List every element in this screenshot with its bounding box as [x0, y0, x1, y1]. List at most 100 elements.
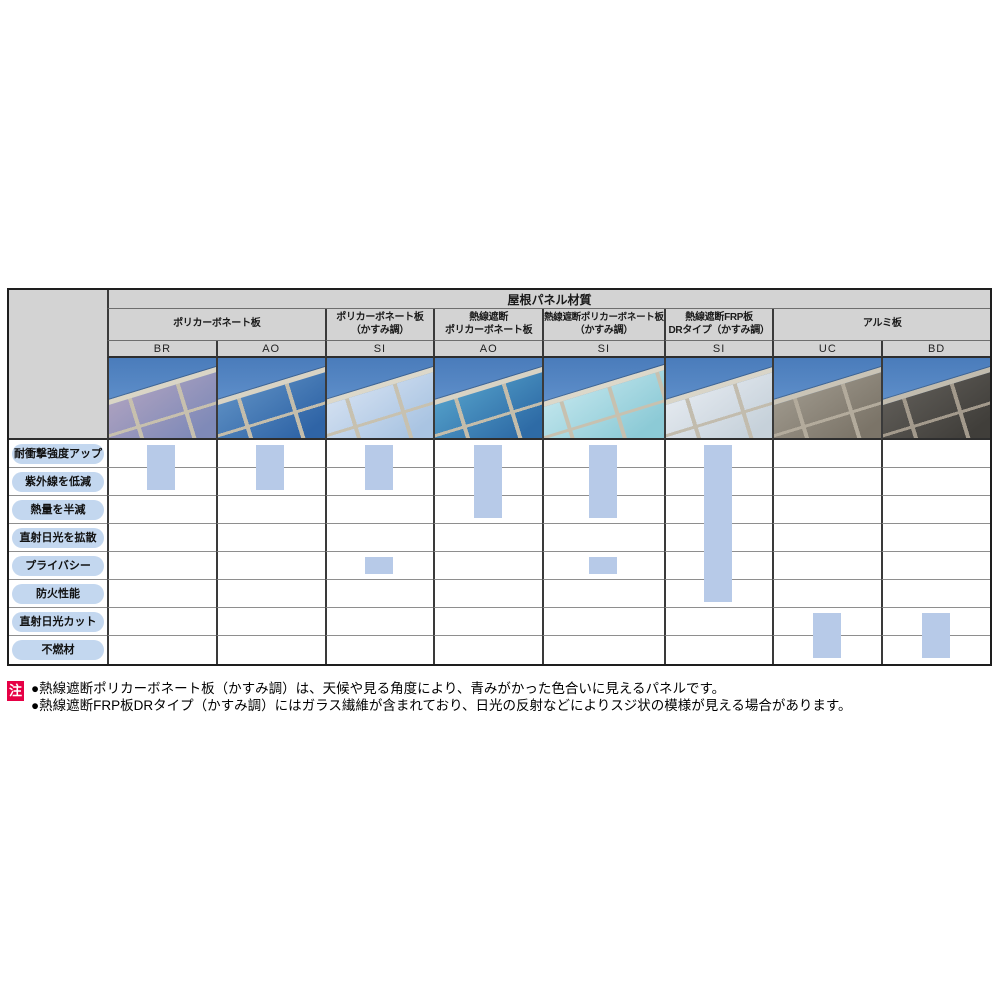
roof-panel-comparison-table: 屋根パネル材質 ポリカーボネート板 ポリカーボネート板 （かすみ調） 熱線遮断 … — [7, 288, 992, 666]
feature-cell — [881, 524, 990, 552]
feature-cell — [881, 496, 990, 524]
roof-photo-si-5 — [663, 358, 773, 440]
check-indicator — [588, 557, 617, 574]
roof-panel-graphic — [774, 358, 882, 438]
group-header-heatblock-polycarbonate: 熱線遮断 ポリカーボネート板 — [433, 309, 543, 341]
feature-cell — [433, 580, 543, 608]
check-indicator — [147, 445, 176, 490]
feature-cell — [107, 524, 216, 552]
feature-row-label: 耐衝撃強度アップ — [9, 440, 107, 468]
feature-cell — [772, 468, 882, 496]
feature-cell — [542, 524, 664, 552]
column-code-si-frp: SI — [663, 341, 773, 358]
roof-panel-graphic — [108, 358, 216, 438]
feature-row-label: 防火性能 — [9, 580, 107, 608]
check-indicator — [364, 445, 393, 490]
group-label-line: 熱線遮断 — [469, 312, 509, 323]
group-label-line: アルミ板 — [862, 318, 902, 330]
column-code-br: BR — [107, 341, 216, 358]
column-code-uc: UC — [772, 341, 882, 358]
column-code-si-heatblock: SI — [542, 341, 664, 358]
feature-row-label: 不燃材 — [9, 636, 107, 664]
group-header-heatblock-polycarbonate-kasumi: 熱線遮断ポリカーボネート板 （かすみ調） — [542, 309, 664, 341]
feature-pill: 不燃材 — [12, 640, 104, 660]
group-header-polycarbonate: ポリカーボネート板 — [107, 309, 325, 341]
group-label-line: ポリカーボネート板 — [445, 324, 533, 336]
feature-cell — [107, 552, 216, 580]
feature-cell — [881, 440, 990, 468]
feature-cell — [324, 608, 434, 636]
roof-panel-graphic — [217, 358, 325, 438]
feature-cell — [542, 580, 664, 608]
feature-cell — [772, 440, 882, 468]
roof-photo-ao-1 — [215, 358, 325, 440]
feature-cell — [107, 636, 216, 664]
roof-panel-graphic — [326, 358, 434, 438]
roof-photo-uc-6 — [772, 358, 882, 440]
group-label-line: （かすみ調） — [574, 324, 634, 336]
check-indicator — [473, 445, 502, 518]
feature-row-label: 熱量を半減 — [9, 496, 107, 524]
roof-photo-br-0 — [107, 358, 216, 440]
check-indicator — [921, 613, 950, 658]
feature-cell — [433, 608, 543, 636]
feature-row-label: 直射日光を拡散 — [9, 524, 107, 552]
feature-cell — [542, 636, 664, 664]
feature-cell — [772, 524, 882, 552]
column-code-bd: BD — [881, 341, 990, 358]
feature-cell — [663, 636, 773, 664]
feature-cell — [663, 608, 773, 636]
feature-cell — [215, 580, 325, 608]
roof-photo-bd-7 — [881, 358, 990, 440]
footnotes: 注 ●熱線遮断ポリカーボネート板（かすみ調）は、天候や見る角度により、青みがかっ… — [7, 681, 852, 714]
check-indicator — [256, 445, 285, 490]
feature-row-label: 紫外線を低減 — [9, 468, 107, 496]
feature-pill: 直射日光を拡散 — [12, 527, 104, 548]
check-indicator — [704, 445, 733, 602]
group-label-line: ポリカーボネート板 — [173, 318, 261, 330]
roof-panel-graphic — [665, 358, 773, 438]
feature-cell — [215, 552, 325, 580]
feature-cell — [433, 636, 543, 664]
feature-pill: 熱量を半減 — [12, 499, 104, 520]
roof-photo-si-2 — [324, 358, 434, 440]
roof-photo-ao-3 — [433, 358, 543, 440]
table-grid: 屋根パネル材質 ポリカーボネート板 ポリカーボネート板 （かすみ調） 熱線遮断 … — [9, 290, 990, 664]
group-header-aluminum: アルミ板 — [772, 309, 990, 341]
roof-photo-si-4 — [542, 358, 664, 440]
check-indicator — [364, 557, 393, 574]
feature-cell — [107, 580, 216, 608]
note-line-2: ●熱線遮断FRP板DRタイプ（かすみ調）にはガラス繊維が含まれており、日光の反射… — [31, 697, 852, 713]
note-marker-badge: 注 — [7, 681, 24, 701]
column-code-ao: AO — [215, 341, 325, 358]
group-header-polycarbonate-kasumi: ポリカーボネート板 （かすみ調） — [324, 309, 434, 341]
feature-cell — [324, 580, 434, 608]
feature-cell — [433, 552, 543, 580]
feature-cell — [324, 636, 434, 664]
feature-row-label: 直射日光カット — [9, 608, 107, 636]
feature-pill: 直射日光カット — [12, 611, 104, 632]
group-label-line: 熱線遮断FRP板 — [685, 312, 753, 323]
roof-panel-graphic — [544, 358, 664, 438]
column-code-ao-heatblock: AO — [433, 341, 543, 358]
feature-cell — [324, 524, 434, 552]
feature-cell — [324, 496, 434, 524]
feature-cell — [542, 608, 664, 636]
feature-pill: 耐衝撃強度アップ — [12, 443, 104, 464]
note-line-1: ●熱線遮断ポリカーボネート板（かすみ調）は、天候や見る角度により、青みがかった色… — [31, 681, 726, 696]
feature-cell — [215, 636, 325, 664]
table-title: 屋根パネル材質 — [107, 290, 990, 309]
feature-cell — [215, 608, 325, 636]
feature-pill: 紫外線を低減 — [12, 471, 104, 492]
table-corner-cell — [9, 290, 107, 440]
feature-cell — [881, 552, 990, 580]
feature-cell — [772, 552, 882, 580]
feature-cell — [215, 496, 325, 524]
group-label-line: （かすみ調） — [350, 324, 410, 336]
check-indicator — [588, 445, 617, 518]
group-header-heatblock-frp-dr: 熱線遮断FRP板 DRタイプ（かすみ調） — [663, 309, 773, 341]
feature-cell — [772, 580, 882, 608]
note-lines: ●熱線遮断ポリカーボネート板（かすみ調）は、天候や見る角度により、青みがかった色… — [31, 681, 852, 714]
feature-cell — [107, 608, 216, 636]
